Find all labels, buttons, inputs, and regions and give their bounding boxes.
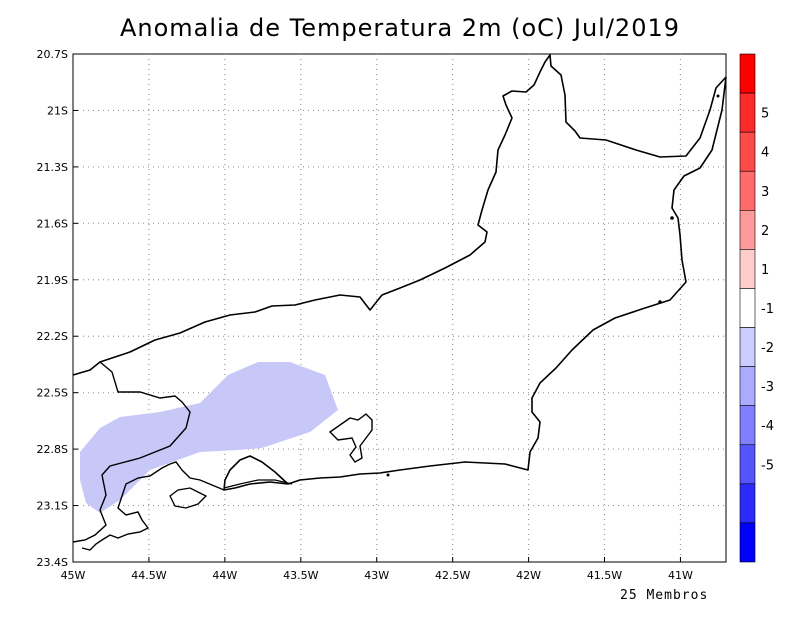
y-tick-label: 22.5S	[37, 387, 68, 400]
y-tick-label: 21.6S	[37, 217, 68, 230]
island-marker	[386, 473, 390, 477]
x-tick-label: 43W	[364, 569, 389, 582]
colorbar-bin	[739, 444, 756, 485]
x-tick-label: 44.5W	[131, 569, 166, 582]
island-marker	[670, 216, 674, 220]
coastline-west	[223, 455, 289, 491]
members-note: 25 Membros	[620, 588, 709, 603]
marambaia	[223, 479, 293, 489]
y-tick-label: 22.2S	[37, 330, 68, 343]
x-tick-label: 42W	[516, 569, 541, 582]
colorbar-bin	[739, 131, 756, 172]
colorbar-bin	[739, 483, 756, 524]
colorbar-label: -3	[761, 380, 774, 395]
map-frame	[72, 53, 727, 563]
colorbar-label: 5	[761, 107, 769, 122]
colorbar-bin	[739, 210, 756, 250]
colorbar-label: 1	[761, 263, 769, 278]
y-tick-label: 23.1S	[37, 500, 68, 513]
island-marker	[716, 94, 720, 98]
x-tick-label: 41W	[668, 569, 693, 582]
colorbar-label: -2	[761, 341, 774, 356]
colorbar-bin	[739, 522, 756, 563]
y-tick-label: 22.8S	[37, 443, 68, 456]
x-tick-label: 43.5W	[283, 569, 318, 582]
chart-title: Anomalia de Temperatura 2m (oC) Jul/2019	[119, 14, 681, 42]
island-marker	[658, 300, 662, 304]
colorbar-bin	[739, 249, 756, 289]
y-tick-label: 21.9S	[37, 274, 68, 287]
colorbar-label: 4	[761, 146, 769, 161]
inner-boundary	[72, 361, 191, 543]
y-tick-label: 21.3S	[37, 161, 68, 174]
y-tick-label: 21S	[47, 104, 68, 117]
colorbar-bin	[739, 288, 756, 328]
colorbar-bin	[739, 405, 756, 446]
colorbar-label: 3	[761, 185, 769, 200]
colorbar-bin	[739, 327, 756, 367]
x-axis-ticks: 45W 44.5W 44W 43.5W 43W 42.5W 42W 41.5W 41W	[61, 557, 693, 582]
colorbar-label: -4	[761, 419, 774, 434]
y-tick-label: 23.4S	[37, 556, 68, 569]
ilha-grande	[169, 487, 208, 509]
colorbar-bin	[739, 366, 756, 406]
bay-coast	[328, 413, 373, 463]
x-tick-label: 42.5W	[435, 569, 470, 582]
state-boundary	[72, 54, 727, 376]
negative-anomaly-area	[80, 362, 338, 513]
colorbar: 5 4 3 2 1 -1 -2 -3 -4 -5	[739, 53, 774, 563]
sepetiba-coast	[81, 461, 225, 551]
x-tick-label: 44W	[212, 569, 237, 582]
y-tick-label: 20.7S	[37, 48, 68, 61]
x-tick-label: 41.5W	[587, 569, 622, 582]
x-tick-label: 45W	[61, 569, 86, 582]
colorbar-bin	[739, 170, 756, 211]
y-axis-ticks: 20.7S 21S 21.3S 21.6S 21.9S 22.2S 22.5S 22.8S 23…	[37, 48, 78, 569]
colorbar-label: -1	[761, 302, 774, 317]
colorbar-label: -5	[761, 458, 774, 473]
coastline-east	[287, 76, 727, 485]
colorbar-bin	[739, 92, 756, 133]
colorbar-bin	[739, 53, 756, 94]
colorbar-label: 2	[761, 224, 769, 239]
